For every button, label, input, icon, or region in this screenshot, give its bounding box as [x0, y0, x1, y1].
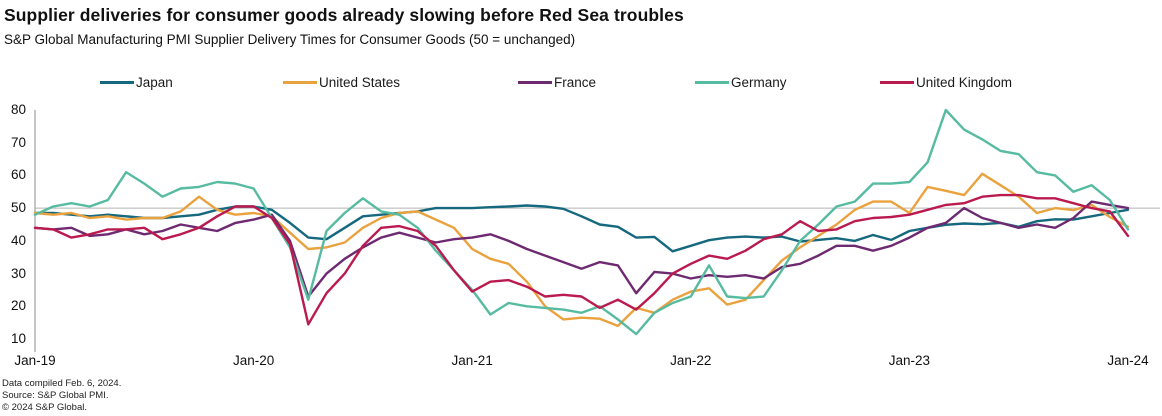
y-tick-label-10: 10	[10, 331, 26, 346]
legend-label: Germany	[731, 74, 787, 90]
page-title: Supplier deliveries for consumer goods a…	[4, 5, 684, 25]
legend-swatch-france-icon	[518, 80, 552, 84]
footer-data-compiled: Data compiled Feb. 6, 2024.	[2, 378, 122, 389]
line-france	[33, 200, 1130, 298]
x-tick-label-jan-21: Jan-21	[451, 353, 493, 368]
y-tick-label-70: 70	[10, 134, 26, 150]
footer-copyright: © 2024 S&P Global.	[2, 402, 87, 413]
line-germany	[33, 108, 1130, 336]
legend-swatch-germany-icon	[695, 80, 729, 84]
legend-label: United Kingdom	[916, 74, 1013, 90]
legend-swatch-united-states-icon	[283, 80, 317, 84]
legend-item-united-kingdom: United Kingdom	[880, 73, 1012, 91]
x-tick-label-jan-20: Jan-20	[232, 353, 275, 368]
x-tick-label-jan-23: Jan-23	[888, 353, 931, 368]
legend-label: Japan	[136, 74, 173, 90]
legend-label: United States	[319, 74, 401, 90]
line-chart-canvas	[33, 108, 1160, 352]
line-united-kingdom	[33, 193, 1130, 326]
line-united-states	[33, 172, 1130, 328]
y-tick-label-50: 50	[10, 200, 26, 216]
legend-label: France	[554, 74, 597, 90]
chart-subtitle: S&P Global Manufacturing PMI Supplier De…	[4, 32, 576, 47]
legend-swatch-japan-icon	[100, 80, 134, 84]
legend-item-germany: Germany	[695, 73, 787, 91]
y-tick-label-80: 80	[10, 101, 26, 117]
legend-item-united-states: United States	[283, 73, 400, 91]
legend-item-japan: Japan	[100, 73, 173, 91]
legend: Japan United States France Germany Unite…	[0, 73, 1162, 91]
footer-source: Source: S&P Global PMI.	[2, 390, 109, 401]
x-tick-label-jan-22: Jan-22	[670, 353, 712, 368]
y-tick-label-40: 40	[10, 232, 26, 248]
legend-swatch-united-kingdom-icon	[880, 80, 914, 84]
y-tick-label-30: 30	[10, 265, 26, 281]
legend-item-france: France	[518, 73, 596, 91]
x-tick-label-jan-24: Jan-24	[1107, 353, 1149, 368]
x-tick-label-jan-19: Jan-19	[14, 353, 56, 368]
y-tick-label-60: 60	[10, 167, 26, 183]
y-tick-label-20: 20	[10, 298, 26, 314]
